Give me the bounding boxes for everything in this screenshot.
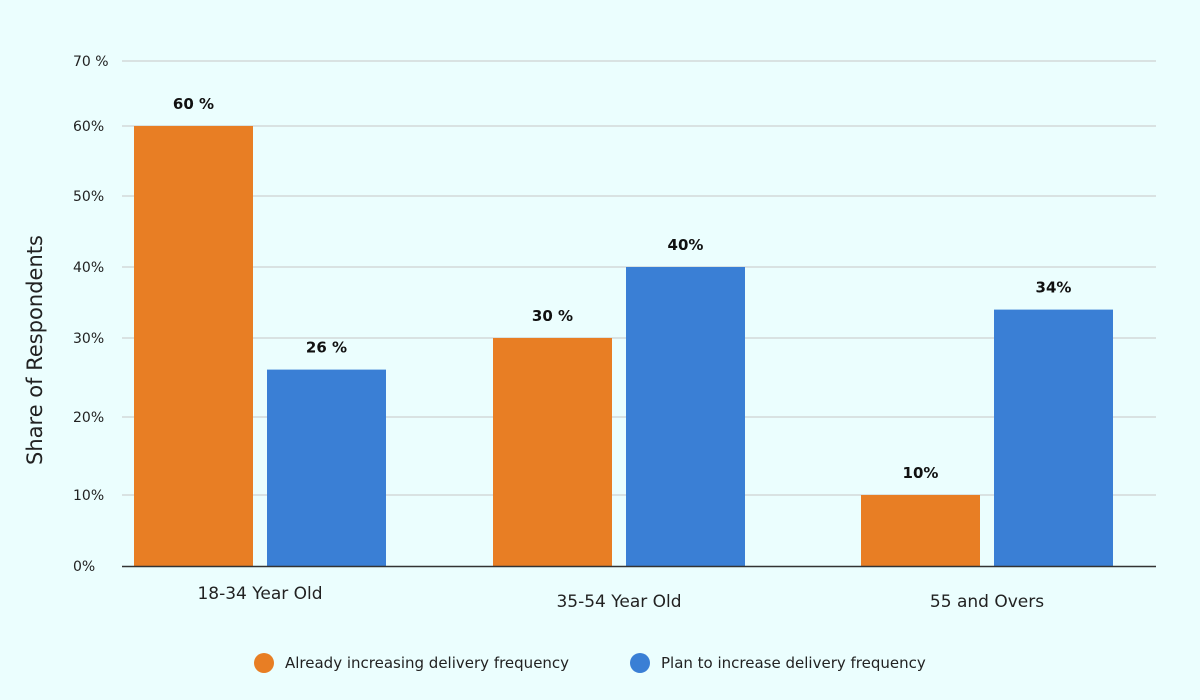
data-label: 40%	[668, 236, 704, 254]
legend: Already increasing delivery frequency Pla…	[254, 653, 926, 673]
data-label: 34%	[1036, 279, 1072, 297]
x-tick-label: 35-54 Year Old	[556, 592, 681, 612]
bar	[994, 309, 1113, 566]
data-label: 10%	[903, 464, 939, 482]
legend-label: Already increasing delivery frequency	[285, 654, 569, 672]
y-tick-label: 70 %	[73, 54, 109, 70]
data-label: 30 %	[532, 307, 573, 325]
bar	[861, 495, 980, 566]
bar	[267, 369, 386, 566]
y-tick-label: 20%	[73, 410, 104, 426]
x-tick-label: 55 and Overs	[930, 592, 1044, 612]
y-axis-label: Share of Respondents	[23, 235, 47, 465]
y-tick-label: 50%	[73, 189, 104, 205]
y-tick-label: 10%	[73, 488, 104, 504]
y-tick-label: 60%	[73, 119, 104, 135]
legend-swatch	[630, 653, 650, 673]
y-tick-label: 30%	[73, 331, 104, 347]
x-axis-labels: 18-34 Year Old 35-54 Year Old 55 and Overs	[197, 584, 1044, 612]
bar	[626, 267, 745, 566]
x-tick-label: 18-34 Year Old	[197, 584, 322, 604]
data-label: 60 %	[173, 95, 214, 113]
legend-swatch	[254, 653, 274, 673]
y-axis-ticks: 0% 10% 20% 30% 40% 50% 60% 70 %	[73, 54, 109, 575]
bar	[493, 338, 612, 566]
y-tick-label: 0%	[73, 559, 95, 575]
data-label: 26 %	[306, 339, 347, 357]
y-tick-label: 40%	[73, 260, 104, 276]
legend-label: Plan to increase delivery frequency	[661, 654, 926, 672]
data-labels: 60 % 26 % 30 % 40% 10% 34%	[173, 95, 1072, 482]
bar	[134, 126, 253, 566]
bars	[134, 126, 1113, 566]
